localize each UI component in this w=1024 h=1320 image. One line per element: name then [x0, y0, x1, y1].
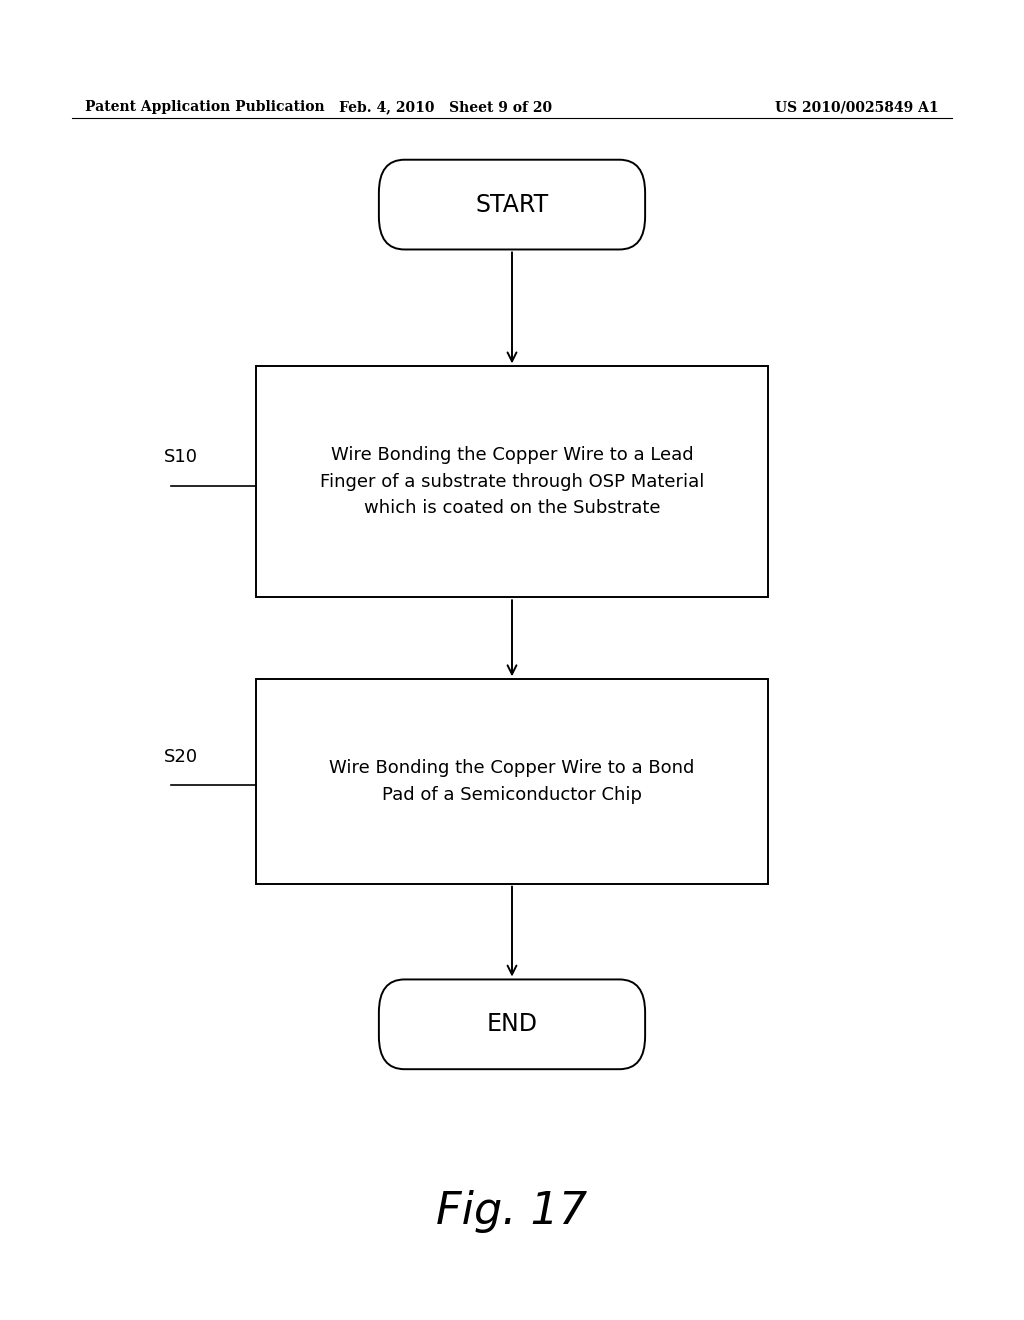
Text: Wire Bonding the Copper Wire to a Bond
Pad of a Semiconductor Chip: Wire Bonding the Copper Wire to a Bond P… [330, 759, 694, 804]
Text: Patent Application Publication: Patent Application Publication [85, 100, 325, 115]
FancyBboxPatch shape [379, 979, 645, 1069]
Text: Fig. 17: Fig. 17 [436, 1191, 588, 1233]
Text: S10: S10 [164, 447, 198, 466]
Bar [256, 367, 768, 597]
Text: S20: S20 [164, 747, 198, 766]
Text: END: END [486, 1012, 538, 1036]
Bar [256, 680, 768, 884]
Text: US 2010/0025849 A1: US 2010/0025849 A1 [775, 100, 939, 115]
Text: START: START [475, 193, 549, 216]
FancyBboxPatch shape [379, 160, 645, 249]
Text: Wire Bonding the Copper Wire to a Lead
Finger of a substrate through OSP Materia: Wire Bonding the Copper Wire to a Lead F… [319, 446, 705, 517]
Text: Feb. 4, 2010   Sheet 9 of 20: Feb. 4, 2010 Sheet 9 of 20 [339, 100, 552, 115]
